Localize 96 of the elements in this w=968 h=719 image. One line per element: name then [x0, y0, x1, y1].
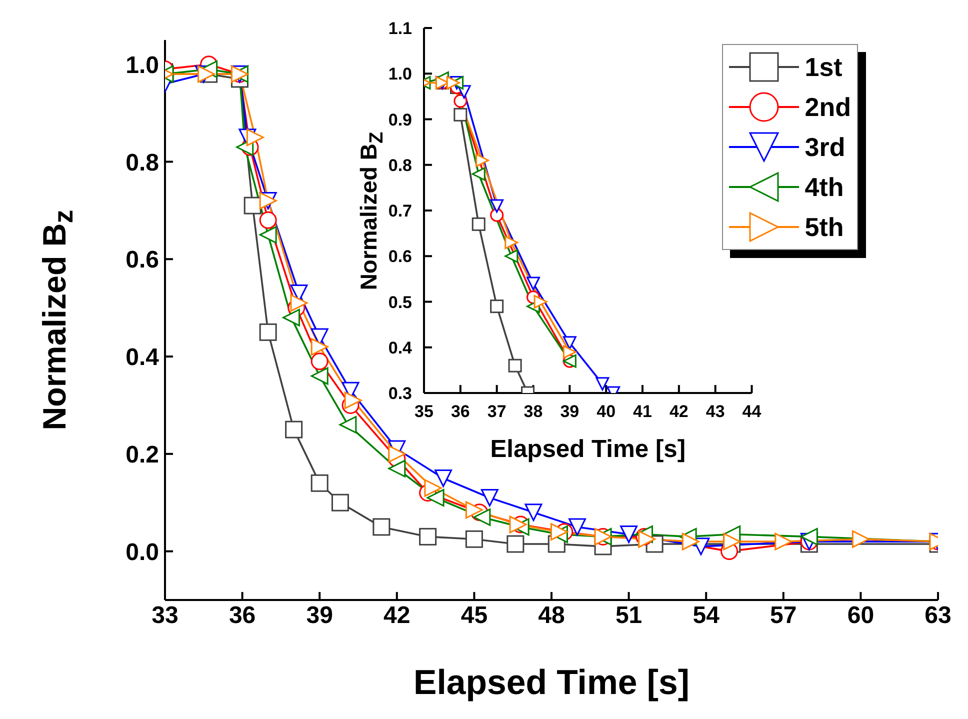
point — [596, 377, 610, 391]
y-tick-label: 0.8 — [388, 156, 412, 175]
y-tick-label: 0.4 — [126, 344, 160, 372]
point — [434, 470, 452, 488]
y-tick-label: 0.6 — [126, 246, 159, 274]
point — [472, 217, 486, 231]
x-tick-label: 60 — [847, 602, 874, 630]
y-tick-label: 0.8 — [126, 149, 159, 176]
point — [454, 108, 468, 122]
x-tick-label: 42 — [669, 402, 688, 422]
point — [490, 208, 504, 222]
point — [568, 518, 586, 536]
point — [310, 367, 328, 385]
point — [490, 300, 504, 314]
point — [344, 392, 362, 410]
y-tick-label: 0.2 — [126, 441, 159, 468]
y-tick-label: 0.5 — [388, 292, 412, 312]
point — [620, 526, 638, 544]
point — [473, 508, 491, 526]
x-tick-label: 36 — [450, 402, 470, 422]
point — [852, 530, 870, 548]
point — [476, 154, 490, 168]
x-tick-label: 37 — [487, 402, 506, 422]
x-tick-label: 39 — [560, 402, 580, 422]
x-tick-label: 42 — [384, 602, 410, 630]
point — [372, 518, 390, 536]
point — [419, 528, 437, 546]
x-tick-label: 35 — [414, 402, 434, 422]
x-tick-label: 43 — [706, 402, 725, 422]
legend-label: 5th — [804, 212, 844, 242]
point — [465, 530, 483, 548]
x-tick-label: 40 — [596, 402, 616, 422]
point — [446, 76, 460, 90]
point — [490, 199, 504, 213]
x-tick-label: 41 — [633, 402, 652, 422]
point — [388, 460, 406, 478]
x-axis-title: Elapsed Time [s] — [414, 663, 690, 702]
point — [197, 65, 215, 83]
point — [454, 94, 468, 108]
point — [331, 494, 349, 512]
y-tick-label: 1.1 — [388, 19, 412, 38]
point — [259, 211, 277, 229]
point — [526, 276, 540, 290]
x-tick-label: 36 — [228, 602, 256, 630]
y-tick-label: 0.0 — [126, 538, 159, 566]
point — [310, 474, 328, 492]
y-tick-label: 1.0 — [388, 64, 412, 84]
legend-label: 2nd — [804, 92, 851, 122]
legend-label: 1st — [804, 52, 842, 82]
point — [506, 535, 524, 553]
x-tick-label: 48 — [538, 602, 565, 630]
legend-label: 4th — [804, 172, 844, 202]
point — [682, 532, 700, 550]
point — [259, 226, 277, 244]
point — [388, 445, 406, 463]
point — [562, 345, 576, 359]
point — [290, 294, 308, 312]
point — [282, 308, 300, 326]
x-tick-label: 45 — [460, 602, 488, 630]
point — [424, 479, 442, 497]
point — [480, 488, 498, 506]
x-tick-label: 38 — [524, 402, 543, 422]
point — [339, 416, 357, 434]
point — [285, 420, 303, 438]
y-tick-label: 0.7 — [388, 202, 412, 221]
y-tick-label: 0.3 — [388, 384, 412, 404]
point — [310, 352, 328, 370]
point — [774, 532, 792, 550]
point — [800, 528, 818, 546]
x-tick-label: 51 — [615, 602, 642, 630]
point — [508, 358, 522, 372]
legend-label: 3rd — [804, 132, 846, 162]
x-tick-label: 54 — [692, 602, 720, 630]
y-tick-label: 1.0 — [126, 52, 159, 79]
point — [310, 338, 328, 356]
point — [472, 167, 486, 181]
point — [426, 488, 444, 506]
x-tick-label: 57 — [770, 602, 797, 630]
x-tick-label: 63 — [924, 602, 952, 630]
point — [504, 236, 518, 250]
x-axis-title: Elapsed Time [s] — [490, 436, 686, 463]
point — [465, 501, 483, 519]
x-tick-label: 44 — [742, 402, 762, 422]
y-tick-label: 0.4 — [388, 338, 413, 358]
point — [534, 295, 548, 308]
point — [246, 128, 264, 146]
point — [524, 504, 542, 522]
x-tick-label: 33 — [152, 602, 178, 630]
point — [638, 530, 656, 548]
y-tick-label: 0.6 — [388, 247, 412, 266]
point — [504, 249, 518, 263]
point — [562, 336, 576, 350]
y-tick-label: 0.9 — [388, 110, 412, 130]
x-tick-label: 39 — [306, 602, 333, 630]
point — [259, 323, 277, 341]
point — [244, 196, 262, 214]
